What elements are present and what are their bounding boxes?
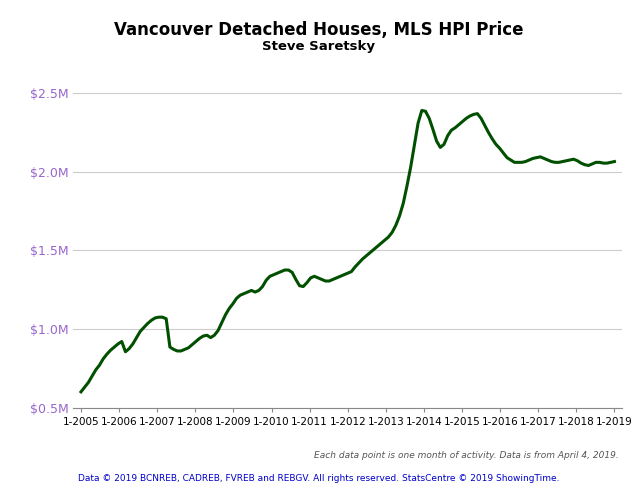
Text: Vancouver Detached Houses, MLS HPI Price: Vancouver Detached Houses, MLS HPI Price — [114, 21, 524, 39]
Text: Data © 2019 BCNREB, CADREB, FVREB and REBGV. All rights reserved. StatsCentre © : Data © 2019 BCNREB, CADREB, FVREB and RE… — [78, 474, 560, 483]
Text: Steve Saretsky: Steve Saretsky — [262, 40, 376, 52]
Text: Each data point is one month of activity. Data is from April 4, 2019.: Each data point is one month of activity… — [314, 452, 619, 460]
